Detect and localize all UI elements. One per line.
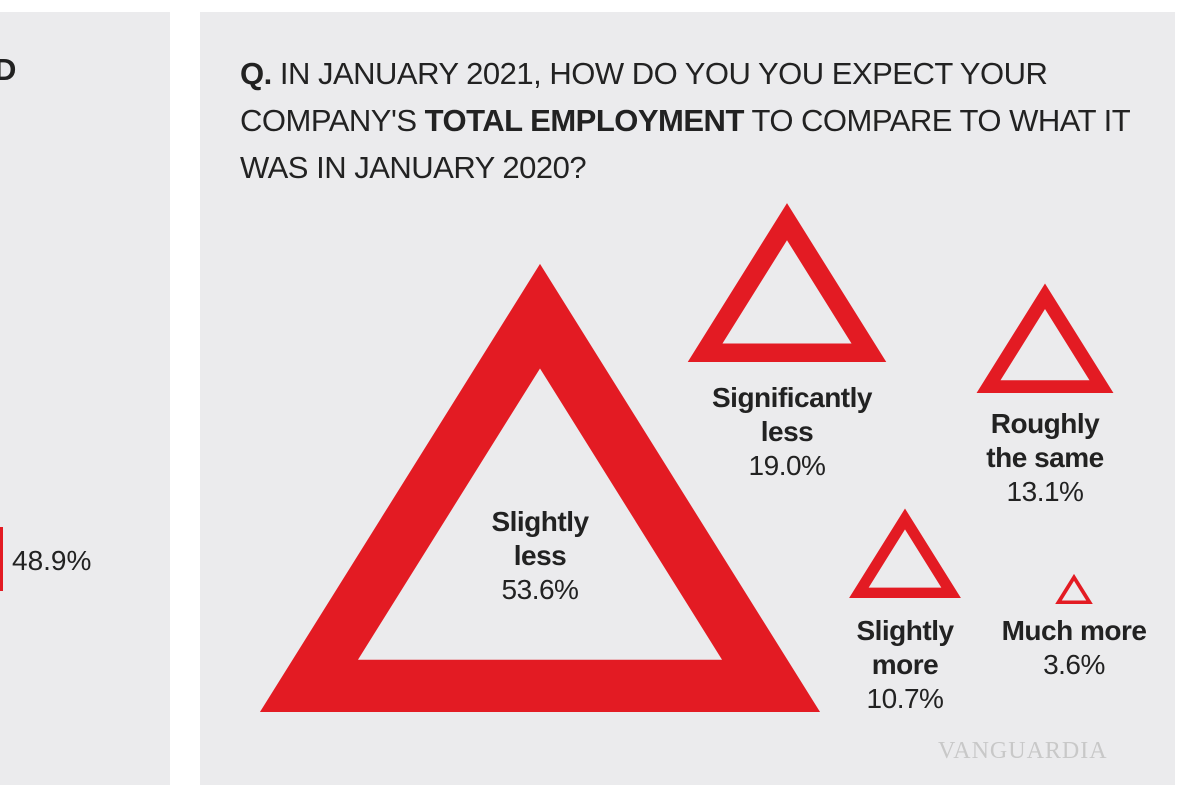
value-label: 48.9%	[12, 545, 92, 576]
value-label: 3.6%	[1043, 649, 1105, 680]
triangle	[976, 283, 1114, 393]
watermark: VANGUARDIA	[938, 738, 1108, 764]
main-panel	[200, 12, 1175, 785]
label: Roughly the same 13.1%	[935, 407, 1155, 509]
title-part: TO COMPARE TO WHAT IT WAS IN JANUARY 202…	[240, 103, 1130, 185]
category-label: Significantly less	[712, 382, 872, 447]
title-part: IN JANUARY 2021, HOW DO YOU YOU EXPECT Y…	[240, 56, 1048, 138]
triangle	[849, 508, 961, 598]
value-label: 19.0%	[748, 450, 826, 481]
triangle	[1055, 573, 1093, 604]
category-label: Slightly less	[491, 506, 589, 571]
value-label: 53.6%	[501, 574, 579, 605]
triangle	[259, 263, 821, 712]
chart-title: Q. IN JANUARY 2021, HOW DO YOU YOU EXPEC…	[240, 50, 1140, 191]
title-part: Q.	[240, 56, 272, 91]
category-label: Slightly more	[856, 615, 954, 680]
label: Much more 3.6%	[964, 614, 1184, 682]
category-label: Roughly the same	[986, 408, 1104, 473]
bar	[0, 527, 3, 591]
label: Significantly less 19.0%	[677, 381, 897, 483]
value-label: 13.1%	[1006, 476, 1084, 507]
label: Slightly more 10.7%	[795, 614, 1015, 716]
triangle	[687, 203, 887, 362]
title-part: TOTAL EMPLOYMENT	[424, 103, 745, 138]
label: Slightly less 53.6%	[430, 505, 650, 607]
value-label: 10.7%	[866, 683, 944, 714]
panel-title-fragment: D	[0, 52, 17, 87]
category-label: Much more	[1001, 615, 1147, 646]
left-panel	[0, 12, 170, 785]
